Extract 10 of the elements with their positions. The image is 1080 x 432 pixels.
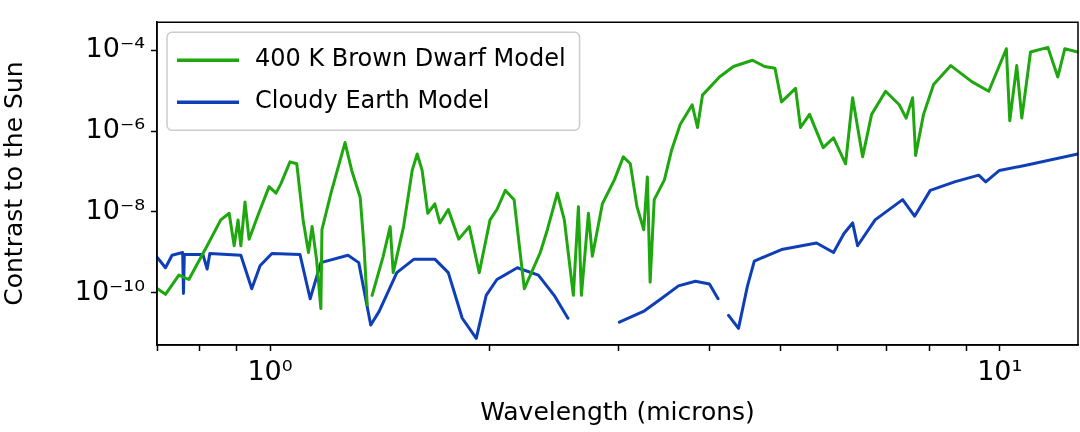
legend-label: Cloudy Earth Model: [255, 86, 490, 115]
y-tick-label: 10⁻⁴: [85, 32, 145, 64]
y-tick-label: 10⁻⁶: [85, 113, 145, 145]
legend-label: 400 K Brown Dwarf Model: [255, 44, 566, 73]
x-tick-label: 10⁰: [247, 355, 293, 387]
y-tick-label: 10⁻⁸: [85, 193, 145, 225]
x-axis-title: Wavelength (microns): [480, 396, 755, 426]
x-tick-label: 10¹: [977, 355, 1023, 387]
y-tick-label: 10⁻¹⁰: [74, 274, 145, 306]
y-axis-title: Contrast to the Sun: [0, 61, 28, 306]
